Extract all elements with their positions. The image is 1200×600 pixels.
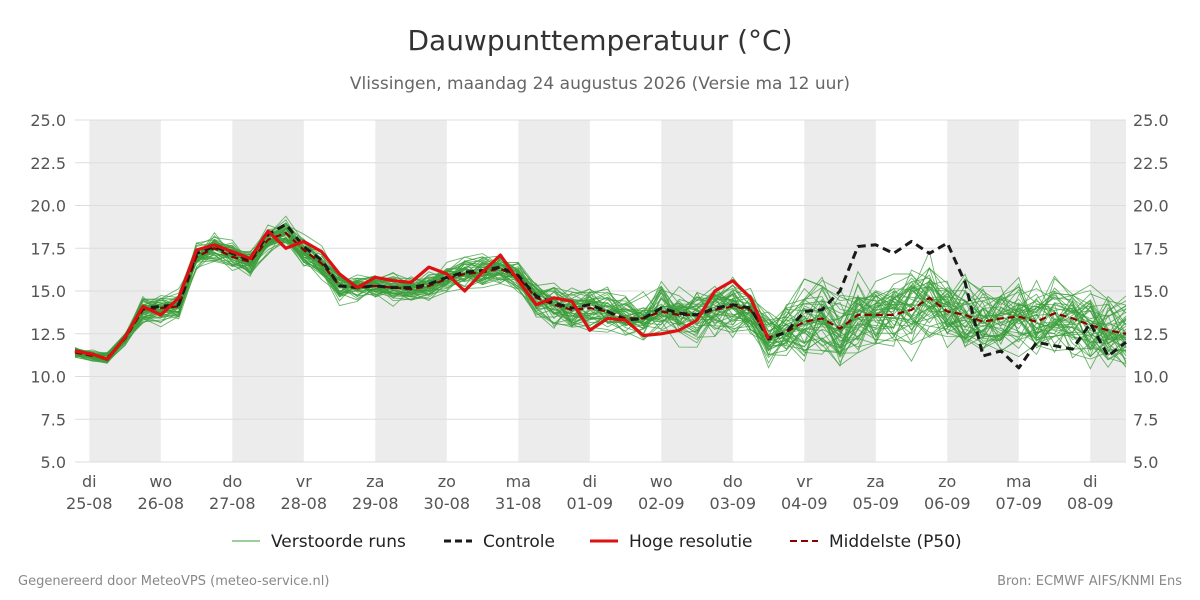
- y-tick-label-left: 7.5: [41, 410, 66, 429]
- y-tick-label-right: 25.0: [1133, 111, 1169, 130]
- x-tick-label-date: 26-08: [138, 494, 185, 513]
- footer-generator: Gegenereerd door MeteoVPS (meteo-service…: [18, 574, 329, 589]
- ensemble-run-line: [74, 231, 1127, 362]
- y-tick-label-left: 5.0: [41, 453, 66, 472]
- x-tick-label-day: zo: [938, 472, 956, 491]
- ensemble-run-line: [74, 234, 1127, 363]
- y-tick-label-left: 25.0: [30, 111, 66, 130]
- x-tick-label-day: wo: [650, 472, 673, 491]
- x-tick-label-day: zo: [438, 472, 456, 491]
- x-tick-label-day: ma: [1006, 472, 1031, 491]
- legend-label-median: Middelste (P50): [829, 532, 962, 552]
- ensemble-run-line: [74, 236, 1127, 361]
- y-tick-label-right: 10.0: [1133, 368, 1169, 387]
- x-tick-label-date: 27-08: [209, 494, 256, 513]
- ensemble-run-line: [74, 233, 1127, 368]
- x-tick-label-day: vr: [796, 472, 812, 491]
- x-tick-label-date: 07-09: [996, 494, 1043, 513]
- x-tick-label-day: do: [723, 472, 743, 491]
- y-tick-label-right: 5.0: [1133, 453, 1158, 472]
- x-tick-label-day: di: [1083, 472, 1098, 491]
- x-tick-label-day: za: [366, 472, 384, 491]
- x-tick-label-day: di: [582, 472, 597, 491]
- chart-subtitle: Vlissingen, maandag 24 augustus 2026 (Ve…: [350, 74, 850, 94]
- high-resolution-series-line: [74, 229, 770, 361]
- main-series: [74, 222, 1127, 370]
- x-tick-label-date: 05-09: [853, 494, 900, 513]
- x-tick-label-date: 02-09: [638, 494, 685, 513]
- y-tick-label-left: 10.0: [30, 368, 66, 387]
- legend-label-high-resolution: Hoge resolutie: [629, 532, 753, 552]
- x-tick-label-date: 08-09: [1067, 494, 1114, 513]
- x-tick-label-date: 03-09: [710, 494, 757, 513]
- y-tick-label-right: 22.5: [1133, 154, 1169, 173]
- footer-source: Bron: ECMWF AIFS/KNMI Ens: [997, 574, 1182, 589]
- ensemble-run-line: [74, 231, 1127, 359]
- x-tick-label-date: 06-09: [924, 494, 971, 513]
- legend-item-median: Middelste (P50): [790, 532, 962, 552]
- x-tick-label-date: 29-08: [352, 494, 399, 513]
- legend-item-ensemble: Verstoorde runs: [232, 532, 406, 552]
- x-tick-label-date: 28-08: [281, 494, 328, 513]
- legend: Verstoorde runs Controle Hoge resolutie …: [232, 532, 962, 552]
- ensemble-run-line: [74, 238, 1127, 364]
- legend-item-high-resolution: Hoge resolutie: [590, 532, 753, 552]
- x-tick-label-day: za: [867, 472, 885, 491]
- ensemble-run-line: [74, 229, 1127, 360]
- y-tick-label-right: 12.5: [1133, 325, 1169, 344]
- y-axis-left: 5.0 7.5 10.0 12.5 15.0 17.5 20.0 22.5 25.0: [30, 111, 66, 472]
- y-tick-label-left: 22.5: [30, 154, 66, 173]
- y-tick-label-left: 17.5: [30, 239, 66, 258]
- x-tick-label-date: 31-08: [495, 494, 542, 513]
- y-axis-right: 5.0 7.5 10.0 12.5 15.0 17.5 20.0 22.5 25.0: [1133, 111, 1169, 472]
- x-axis: di 25-08 wo 26-08 do 27-08 vr 28-08 za 29-08 zo 30-…: [66, 472, 1113, 513]
- legend-label-control: Controle: [483, 532, 555, 552]
- legend-label-ensemble: Verstoorde runs: [271, 532, 406, 552]
- median-series-line: [74, 231, 1127, 359]
- chart-title: Dauwpunttemperatuur (°C): [407, 24, 792, 57]
- ensemble-run-line: [74, 227, 1127, 369]
- x-tick-label-date: 30-08: [424, 494, 471, 513]
- ensemble-run-line: [74, 234, 1127, 364]
- y-tick-label-left: 12.5: [30, 325, 66, 344]
- x-tick-label-day: di: [82, 472, 97, 491]
- y-tick-label-left: 20.0: [30, 197, 66, 216]
- y-tick-label-right: 15.0: [1133, 282, 1169, 301]
- x-tick-label-date: 01-09: [567, 494, 614, 513]
- y-tick-label-left: 15.0: [30, 282, 66, 301]
- x-tick-label-day: wo: [149, 472, 172, 491]
- x-tick-label-day: vr: [296, 472, 312, 491]
- x-tick-label-date: 25-08: [66, 494, 113, 513]
- y-tick-label-right: 17.5: [1133, 239, 1169, 258]
- x-tick-label-date: 04-09: [781, 494, 828, 513]
- y-tick-label-right: 7.5: [1133, 410, 1158, 429]
- x-tick-label-day: do: [222, 472, 242, 491]
- legend-item-control: Controle: [444, 532, 555, 552]
- y-tick-label-right: 20.0: [1133, 197, 1169, 216]
- x-tick-label-day: ma: [506, 472, 531, 491]
